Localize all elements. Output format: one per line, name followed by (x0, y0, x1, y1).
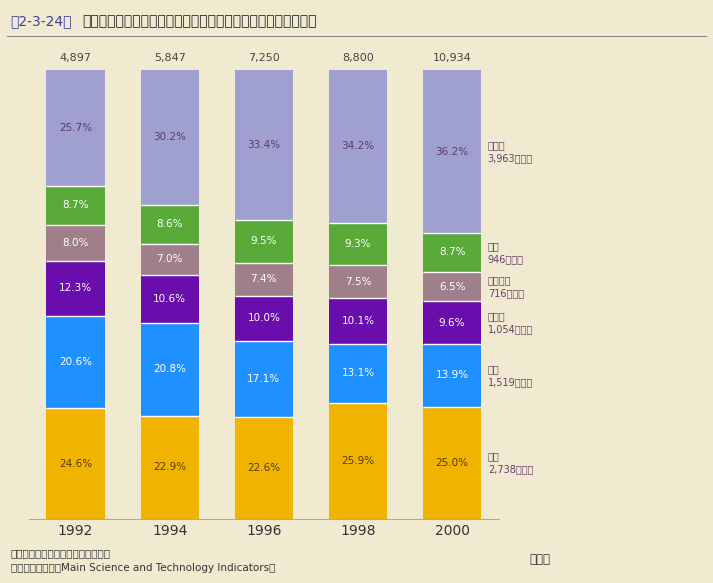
Text: 12.3%: 12.3% (59, 283, 92, 293)
Bar (235, 417, 293, 519)
Bar (235, 220, 293, 262)
Text: ＯＥＣＤ諸国におけるハイテク産業輸出额の国別占有率の推移: ＯＥＣＤ諸国におけるハイテク産業輸出额の国別占有率の推移 (82, 15, 317, 29)
Bar (423, 272, 481, 301)
Text: 9.6%: 9.6% (438, 318, 466, 328)
Text: 20.8%: 20.8% (153, 364, 186, 374)
Bar (140, 275, 199, 323)
Text: 5,847: 5,847 (154, 53, 185, 63)
Text: 第2-3-24図: 第2-3-24図 (11, 15, 72, 29)
Text: フランス
716億ドル: フランス 716億ドル (488, 275, 524, 298)
Text: 13.1%: 13.1% (342, 368, 374, 378)
Bar (423, 407, 481, 519)
Text: 36.2%: 36.2% (436, 147, 468, 157)
Bar (140, 416, 199, 519)
Bar (46, 225, 105, 261)
Text: 7,250: 7,250 (248, 53, 279, 63)
Bar (46, 316, 105, 409)
Bar (423, 233, 481, 272)
Text: 10.0%: 10.0% (247, 313, 280, 323)
Text: 10.1%: 10.1% (342, 316, 374, 326)
Text: 米国
2,738億ドル: 米国 2,738億ドル (488, 451, 533, 475)
Bar (329, 69, 387, 223)
Bar (140, 323, 199, 416)
Text: 8.7%: 8.7% (438, 247, 466, 258)
Bar (329, 344, 387, 403)
Bar (46, 186, 105, 225)
Text: （年）: （年） (529, 553, 550, 566)
Text: 25.7%: 25.7% (59, 123, 92, 133)
Text: 13.9%: 13.9% (436, 370, 468, 381)
Text: 7.0%: 7.0% (157, 254, 183, 265)
Text: 9.3%: 9.3% (344, 239, 371, 249)
Text: 10.6%: 10.6% (153, 294, 186, 304)
Text: 25.9%: 25.9% (342, 456, 374, 466)
Bar (235, 70, 293, 220)
Text: ドイツ
1,054億ドル: ドイツ 1,054億ドル (488, 311, 533, 334)
Text: 24.6%: 24.6% (59, 459, 92, 469)
Text: その他
3,963億ドル: その他 3,963億ドル (488, 140, 533, 163)
Bar (140, 244, 199, 275)
Bar (235, 340, 293, 417)
Bar (423, 344, 481, 407)
Bar (329, 403, 387, 519)
Text: 資料：ＯＥＣＤ「Main Science and Technology Indicators」: 資料：ＯＥＣＤ「Main Science and Technology Indi… (11, 563, 275, 573)
Text: 8,800: 8,800 (342, 53, 374, 63)
Text: 6.5%: 6.5% (438, 282, 466, 292)
Bar (423, 71, 481, 233)
Bar (140, 69, 199, 205)
Bar (235, 296, 293, 340)
Bar (46, 409, 105, 519)
Bar (235, 262, 293, 296)
Text: 7.4%: 7.4% (250, 274, 277, 284)
Text: 8.7%: 8.7% (62, 201, 89, 210)
Text: 33.4%: 33.4% (247, 140, 280, 150)
Text: 20.6%: 20.6% (59, 357, 92, 367)
Text: 22.9%: 22.9% (153, 462, 186, 472)
Text: 22.6%: 22.6% (247, 463, 280, 473)
Bar (423, 301, 481, 344)
Text: 7.5%: 7.5% (344, 276, 371, 287)
Text: 30.2%: 30.2% (153, 132, 186, 142)
Bar (46, 261, 105, 316)
Bar (140, 205, 199, 244)
Text: 34.2%: 34.2% (342, 141, 374, 151)
Text: 25.0%: 25.0% (436, 458, 468, 468)
Text: 英国
946億ドル: 英国 946億ドル (488, 241, 524, 264)
Bar (329, 223, 387, 265)
Bar (329, 298, 387, 344)
Bar (329, 265, 387, 298)
Text: 9.5%: 9.5% (250, 236, 277, 246)
Text: 17.1%: 17.1% (247, 374, 280, 384)
Text: 8.0%: 8.0% (63, 238, 88, 248)
Text: 注）輸出額はドル換算されている。: 注）輸出額はドル換算されている。 (11, 549, 111, 559)
Text: 10,934: 10,934 (433, 53, 471, 63)
Text: 日本
1,519億ドル: 日本 1,519億ドル (488, 364, 533, 387)
Bar (46, 71, 105, 186)
Text: 8.6%: 8.6% (156, 219, 183, 229)
Text: 4,897: 4,897 (60, 53, 91, 63)
